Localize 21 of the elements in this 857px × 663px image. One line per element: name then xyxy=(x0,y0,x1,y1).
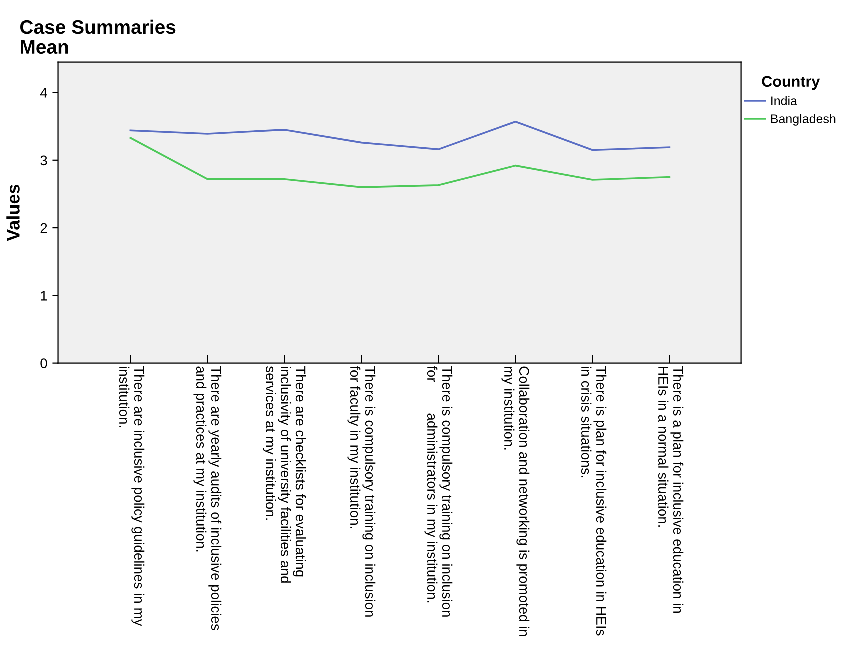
x-tick-label: Collaboration and networking is promoted in my institution. xyxy=(502,366,530,636)
x-tick-label: There are inclusive policy guidelines in my institution. xyxy=(119,366,145,626)
legend-label: Bangladesh xyxy=(771,114,836,126)
x-tick-label: There is compulsory training on inclusion for administrators in my institution. xyxy=(424,366,453,617)
y-tick-label: 1 xyxy=(41,291,48,301)
y-tick-label: 0 xyxy=(40,358,48,368)
x-tick-label: There is plan for inclusive education in HEIs in crisis situations. xyxy=(581,366,607,636)
legend-title: Country xyxy=(762,76,820,90)
x-tick-label: There are checklists for evaluating inclusivity of university facilities and services at my institution. xyxy=(263,366,306,583)
x-tick-label: There is a plan for inclusive education in HEIs in a normal situation. xyxy=(658,366,684,614)
y-axis-title: Values xyxy=(6,184,20,242)
y-tick-label: 2 xyxy=(40,223,48,234)
x-tick-label: There is compulsory training on inclusion for faculty in my institution. xyxy=(348,366,376,617)
line-series xyxy=(130,137,671,188)
legend-label: India xyxy=(772,96,798,106)
line-series xyxy=(130,120,671,152)
chart-title: Case Summaries xyxy=(20,20,176,34)
x-tick-label: There are yearly audits of inclusive policies and practices at my institution. xyxy=(194,366,222,630)
chart-subtitle: Mean xyxy=(21,40,68,54)
y-tick-label: 4 xyxy=(40,88,48,98)
y-tick-label: 3 xyxy=(40,156,48,166)
